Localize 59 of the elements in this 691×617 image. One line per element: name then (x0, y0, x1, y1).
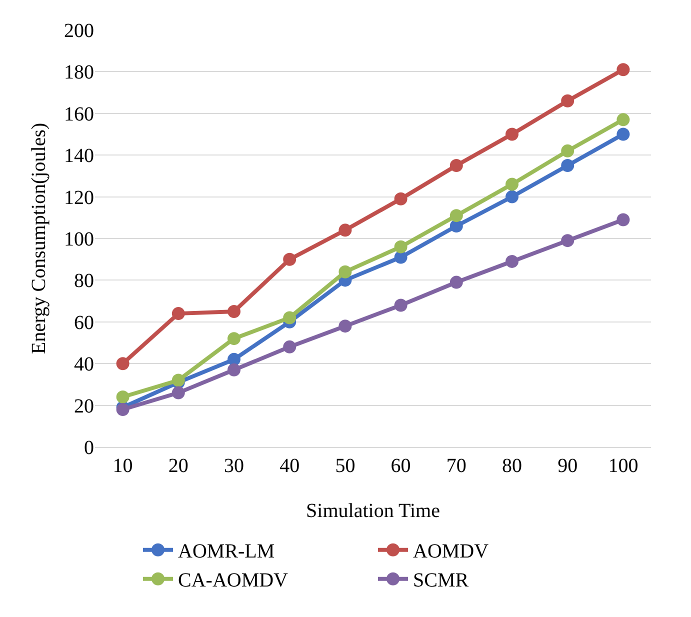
y-tick-label: 20 (74, 395, 94, 418)
point (228, 304, 240, 318)
x-tick-label: 100 (608, 455, 638, 477)
x-tick-label: 70 (446, 455, 466, 477)
y-tick-label: 60 (74, 312, 94, 334)
point (394, 192, 408, 206)
point (506, 178, 518, 191)
point (338, 224, 352, 237)
point (506, 190, 518, 204)
point (283, 252, 296, 266)
x-tick-label: 30 (224, 455, 244, 477)
point (561, 144, 574, 158)
x-tick-label: 90 (558, 455, 578, 477)
point (506, 128, 518, 141)
y-tick-label: 100 (64, 228, 94, 250)
x-tick-label: 50 (335, 455, 356, 477)
x-tick-label: 20 (168, 455, 188, 477)
y-tick-label: 80 (74, 270, 94, 292)
point (228, 363, 240, 376)
point (172, 386, 185, 400)
legend-label: CA-AOMDV (178, 570, 289, 592)
legend-label: AOMDV (413, 540, 490, 563)
point (450, 276, 463, 289)
y-tick-label: 140 (64, 145, 94, 168)
point (394, 298, 408, 312)
x-tick-label: 80 (502, 455, 522, 477)
point (283, 340, 296, 354)
legend-label: SCMR (413, 570, 470, 592)
y-axis-title: Energy Consumption(joules) (28, 122, 50, 354)
point (450, 159, 463, 172)
point (616, 113, 630, 126)
y-tick-label: 180 (64, 62, 94, 84)
y-tick-label: 120 (64, 186, 94, 209)
point (116, 390, 130, 404)
point (338, 265, 352, 278)
point (561, 94, 574, 108)
point (616, 63, 630, 76)
point (394, 250, 408, 264)
point (394, 240, 408, 254)
point (338, 320, 352, 333)
x-tick-label: 10 (112, 455, 133, 477)
y-tick-label: 40 (74, 354, 94, 376)
point (116, 357, 130, 370)
x-tick-label: 40 (280, 455, 300, 477)
point (616, 128, 630, 141)
point (561, 234, 574, 248)
y-tick-label: 160 (64, 103, 94, 126)
point (283, 311, 296, 324)
point (506, 254, 518, 268)
x-tick-label: 60 (390, 455, 411, 477)
y-tick-label: 200 (64, 20, 94, 42)
point (228, 332, 240, 346)
point (561, 159, 574, 172)
x-axis-title: Simulation Time (306, 500, 440, 522)
legend-label: AOMR-LM (178, 540, 275, 563)
point (616, 213, 630, 226)
point (450, 209, 463, 222)
y-tick-label: 0 (84, 437, 94, 459)
point (172, 307, 185, 320)
